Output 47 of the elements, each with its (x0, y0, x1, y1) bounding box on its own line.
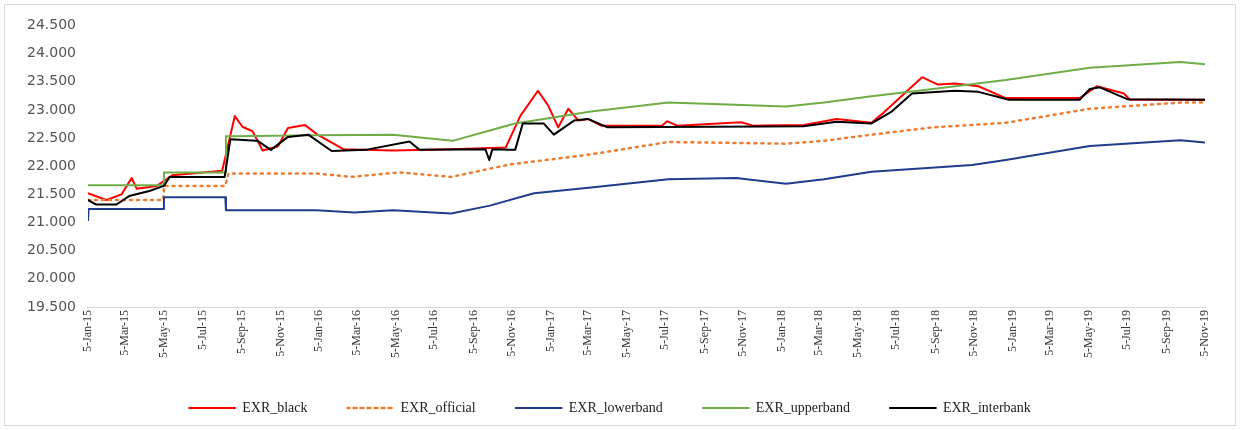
x-tick-label: 5-Nov-17 (735, 310, 750, 357)
legend-label: EXR_lowerband (568, 399, 663, 415)
x-tick-label: 5-Mar-15 (117, 310, 132, 356)
x-tick-label: 5-Jul-15 (194, 310, 209, 351)
legend-label: EXR_black (242, 399, 308, 415)
legend-label: EXR_interbank (942, 399, 1031, 415)
x-tick-label: 5-Mar-17 (580, 310, 595, 356)
x-tick-label: 5-Jan-18 (773, 310, 788, 353)
x-tick-label: 5-Jan-19 (1004, 310, 1019, 353)
x-tick-label: 5-Sep-19 (1158, 310, 1173, 355)
y-tick-label: 24.500 (26, 16, 76, 33)
x-tick-label: 5-Jul-16 (426, 310, 441, 351)
line-series (87, 101, 1205, 202)
x-tick-label: 5-Jul-17 (657, 310, 672, 351)
y-tick-label: 20.500 (26, 241, 76, 258)
x-tick-label: 5-May-17 (618, 310, 633, 359)
x-tick-label: 5-Jul-18 (888, 310, 903, 351)
y-tick-label: 21.000 (26, 213, 76, 230)
y-tick-label: 23.500 (26, 72, 76, 89)
x-tick-label: 5-Mar-16 (349, 310, 364, 356)
y-tick-label: 19.500 (26, 297, 76, 314)
x-tick-label: 5-Jul-19 (1119, 310, 1134, 351)
x-tick-label: 5-Nov-19 (1197, 310, 1212, 357)
x-tick-label: 5-Jan-17 (542, 310, 557, 353)
y-tick-label: 24.000 (26, 44, 76, 61)
x-tick-label: 5-May-15 (156, 310, 171, 359)
x-tick-label: 5-Sep-18 (927, 310, 942, 355)
y-tick-label: 23.000 (26, 100, 76, 117)
x-tick-label: 5-Sep-17 (696, 310, 711, 355)
y-tick-label: 20.000 (26, 269, 76, 286)
x-tick-label: 5-May-16 (387, 310, 402, 359)
x-tick-label: 5-Sep-16 (465, 310, 480, 355)
y-tick-label: 21.500 (26, 185, 76, 202)
x-tick-label: 5-Nov-15 (272, 310, 287, 357)
x-tick-label: 5-Jan-15 (80, 310, 95, 353)
x-tick-label: 5-Mar-19 (1042, 310, 1057, 356)
x-tick-label: 5-Mar-18 (811, 310, 826, 356)
x-tick-label: 5-Jan-16 (311, 310, 326, 353)
x-tick-label: 5-May-19 (1080, 310, 1095, 359)
legend-label: EXR_official (400, 399, 476, 415)
x-tick-label: 5-Sep-15 (233, 310, 248, 355)
x-tick-label: 5-May-18 (849, 310, 864, 359)
y-tick-label: 22.000 (26, 156, 76, 173)
x-tick-label: 5-Nov-18 (966, 310, 981, 357)
y-tick-label: 22.500 (26, 128, 76, 145)
legend-label: EXR_upperband (755, 399, 850, 415)
x-tick-label: 5-Nov-16 (504, 310, 519, 357)
